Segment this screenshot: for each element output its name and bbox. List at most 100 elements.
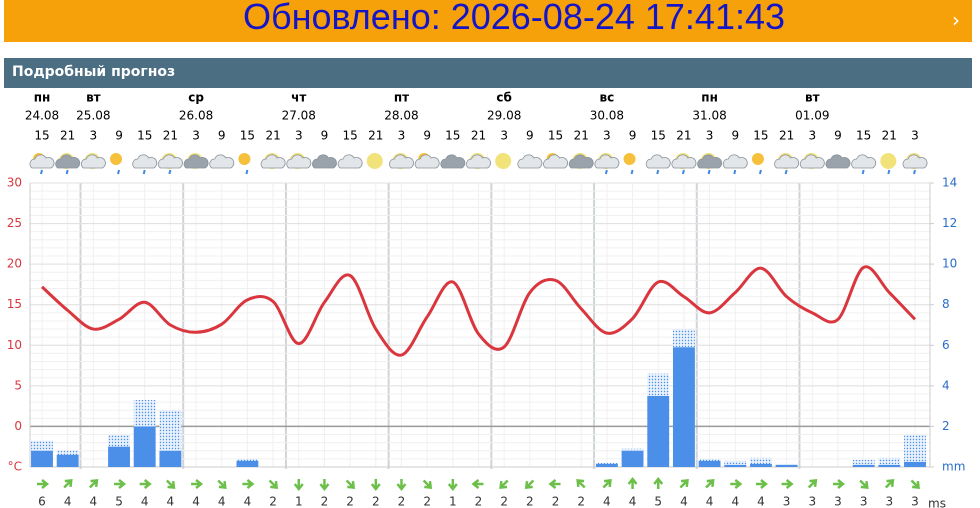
day-date: 31.08 [692,109,726,123]
precip-bar [878,464,901,467]
hour-label: 9 [218,129,226,143]
weather-icon [799,153,825,169]
wind-arrow [524,479,535,489]
weather-icon [880,153,897,175]
hour-label: 21 [882,129,897,143]
arrow-shape [422,479,433,489]
rain-drop [887,169,891,175]
precip-bar [775,464,798,467]
wind-arrow [139,479,152,489]
arrow-shape [88,479,99,489]
wind-arrow [576,479,586,489]
wind-speed: 2 [577,495,585,508]
wind-arrow [447,479,458,492]
precip-bar [724,464,747,467]
rain-drop [707,169,711,175]
arrow-shape [165,479,176,489]
weather-icon [110,153,123,175]
cloud [697,154,723,169]
precip-max-bar [904,434,926,467]
arrow-shape [471,479,484,489]
wind-speed: 2 [423,495,431,508]
wind-arrow [602,479,612,489]
arrow-shape [114,479,127,489]
wind-arrow [730,479,743,489]
wind-speed: 2 [321,495,329,508]
weather-icon [466,153,491,169]
wind-arrow [910,479,920,489]
precip-bar [750,463,772,467]
precip-max-bar [852,459,875,467]
weather-icon [825,154,851,169]
weather-icon [286,153,312,169]
wind-speed: 4 [680,495,688,508]
y2-tick-label: 8 [942,297,950,311]
day-name: пн [701,91,718,105]
wind-speed: 4 [244,495,252,508]
day-name: сб [496,91,512,105]
cloud [645,154,671,169]
wind-unit: ms [928,497,946,508]
wind-speed: 3 [911,495,919,508]
rain-drop [117,169,120,175]
weather-icon [568,153,594,169]
day-name: ср [188,91,204,105]
wind-speed: 1 [449,495,457,508]
hour-label: 21 [676,129,691,143]
day-date: 30.08 [590,109,624,123]
y-tick-label: °C [8,460,22,474]
y2-tick-label: mm [942,460,965,474]
wind-speed: 5 [654,495,662,508]
cloud [209,154,235,169]
sun [110,153,123,165]
wind-speed: 4 [731,495,739,508]
wind-arrow [627,476,638,489]
banner-title: Обновлено: 2026-08-24 17:41:43 [242,0,786,37]
y-tick-label: 15 [7,297,22,311]
wind-speed: 3 [860,495,868,508]
hour-label: 15 [548,129,563,143]
hour-label: 15 [651,129,666,143]
precip-bar [852,464,875,467]
y-tick-label: 30 [7,176,22,190]
arrow-shape [576,479,586,489]
arrow-shape [217,479,227,489]
arrow-shape [345,479,356,489]
wind-speed: 2 [526,495,534,508]
cloud [260,154,286,169]
hour-label: 15 [753,129,768,143]
wind-speed: 4 [706,495,714,508]
hour-label: 3 [192,129,200,143]
rain-drop [65,169,69,175]
sun [238,153,251,165]
chevron[interactable]: › [952,8,960,32]
hour-label: 21 [265,129,280,143]
sun [751,153,764,165]
arrow-shape [139,479,152,489]
hour-label: 15 [240,129,255,143]
hour-label: 9 [731,129,739,143]
hour-label: 21 [163,129,178,143]
hour-label: 15 [137,129,152,143]
arrow-shape [293,479,304,492]
precip-bar [672,347,695,467]
weather-icon [671,153,697,175]
arrow-shape [910,479,920,489]
day-date: 24.08 [25,109,59,123]
arrow-shape [730,479,743,489]
weather-icon [337,154,363,169]
weather-icon [902,153,928,175]
y2-tick-label: 10 [942,257,957,271]
cloud [902,154,928,169]
arrow-shape [627,476,638,489]
rain-drop [604,169,608,175]
cloud [440,154,466,169]
arrow-shape [396,479,407,492]
y2-tick-label: 6 [942,338,950,352]
day-name: вт [86,91,101,105]
banner[interactable]: Обновлено: 2026-08-24 17:41:43 › [4,0,972,42]
hour-label: 21 [471,129,486,143]
hour-label: 9 [629,129,637,143]
rain-drop [40,169,43,175]
